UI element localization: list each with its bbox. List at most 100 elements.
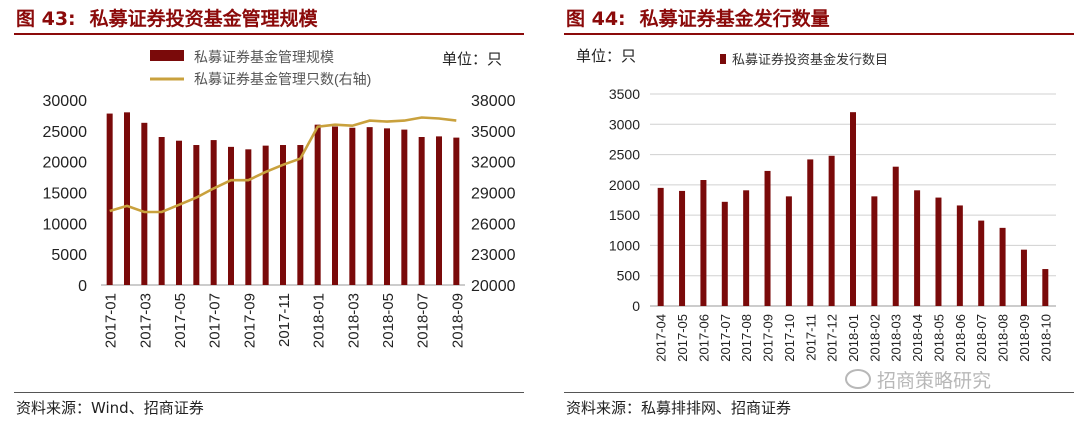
y-tick-label: 10000 [43, 216, 88, 233]
bar [176, 140, 182, 285]
y-tick-label: 15000 [43, 186, 88, 203]
x-tick-label: 2018-03 [345, 293, 362, 348]
unit-label: 单位：只 [442, 51, 502, 68]
x-tick-label: 2018-09 [449, 293, 466, 348]
y-tick-label: 2000 [609, 177, 640, 193]
x-tick-label: 2017-05 [172, 293, 189, 348]
figure-43: 图 43: 私募证券投资基金管理规模 0 5000 10000 15000 20000 25… [0, 0, 530, 427]
x-tick-label: 2018-07 [415, 293, 432, 348]
y-tick-label: 1000 [609, 237, 640, 253]
bar [657, 187, 664, 306]
bar [349, 127, 356, 285]
x-tick-label: 2018-07 [974, 314, 989, 362]
chart-management-scale: 0 5000 10000 15000 20000 25000 30000 20000 23000… [43, 49, 516, 348]
x-tick-label: 2017-05 [675, 314, 690, 362]
legend-label: 私募证券投资基金发行数目 [732, 52, 888, 67]
y-tick-label: 0 [78, 278, 87, 295]
bar [332, 126, 338, 286]
bar [106, 113, 113, 285]
bar [418, 137, 425, 285]
bar [999, 227, 1006, 306]
x-tick-label: 2018-01 [311, 293, 328, 348]
line-series [109, 116, 457, 214]
legend-label: 私募证券基金管理只数(右轴) [194, 71, 371, 87]
chart-issuance-count: 0 500 1000 1500 2000 2500 3000 3500 2017-04 2017-… [576, 48, 1056, 362]
x-tick-label: 2018-04 [910, 314, 925, 362]
y-tick-label: 500 [617, 268, 641, 284]
x-tick-label: 2017-07 [207, 293, 224, 348]
figure-44: 图 44: 私募证券基金发行数量 0 500 1000 1500 2000 2500 3000… [550, 0, 1080, 427]
y2-tick-label: 23000 [471, 247, 516, 264]
x-tick-label: 2018-10 [1038, 314, 1053, 362]
bar [807, 159, 814, 306]
y2-tick-label: 29000 [471, 186, 516, 203]
bar [228, 146, 234, 285]
bar [956, 205, 963, 306]
x-tick-label: 2018-01 [846, 314, 861, 362]
bar [384, 128, 390, 285]
x-tick-label: 2017-01 [103, 293, 120, 348]
x-tick-label: 2018-08 [996, 314, 1011, 362]
figure-title-text: 私募证券基金发行数量 [639, 8, 830, 30]
bar [436, 136, 442, 285]
bar [743, 190, 750, 306]
x-tick-label: 2017-10 [782, 314, 797, 362]
x-tick-label: 2017-09 [241, 293, 258, 348]
x-tick-label: 2017-11 [276, 293, 293, 347]
x-tick-label: 2018-05 [380, 293, 397, 348]
x-tick-label: 2018-05 [931, 314, 946, 362]
x-tick-label: 2018-02 [867, 314, 882, 362]
bar [453, 137, 460, 285]
bar [280, 145, 286, 285]
bar [978, 220, 985, 306]
bar [721, 201, 728, 306]
y2-tick-label: 35000 [471, 124, 516, 141]
bar [1042, 269, 1049, 306]
bar [193, 145, 200, 285]
wechat-icon [845, 369, 871, 389]
source-note: 资料来源：私募排排网、招商证券 [566, 399, 792, 417]
x-tick-label: 2017-08 [739, 314, 754, 362]
x-tick-label: 2017-06 [696, 314, 711, 362]
x-tick-label: 2017-09 [761, 314, 776, 362]
bar [1020, 249, 1027, 306]
title-rule [564, 33, 1074, 35]
y-tick-label: 0 [632, 298, 640, 314]
figure-label: 图 44: [566, 8, 626, 30]
y-tick-label: 2500 [609, 147, 640, 163]
source-rule [14, 392, 524, 393]
figure-title: 图 43: 私募证券投资基金管理规模 [16, 4, 318, 31]
bar [314, 124, 321, 286]
bar [262, 145, 269, 285]
y-tick-label: 30000 [43, 93, 88, 110]
y2-tick-label: 38000 [471, 93, 516, 110]
bar [935, 197, 942, 306]
bar [785, 196, 792, 306]
bar [210, 140, 217, 285]
x-tick-label: 2017-07 [718, 314, 733, 362]
legend-swatch-bar [720, 54, 726, 64]
x-tick-label: 2018-09 [1017, 314, 1032, 362]
x-tick-label: 2017-03 [137, 293, 154, 348]
bar [124, 112, 130, 285]
y-tick-label: 1500 [609, 207, 640, 223]
figure-title: 图 44: 私募证券基金发行数量 [566, 4, 830, 31]
source-note: 资料来源：Wind、招商证券 [16, 399, 204, 417]
bar [401, 129, 408, 285]
y2-tick-label: 32000 [471, 155, 516, 172]
legend-label: 私募证券基金管理规模 [194, 49, 334, 65]
y-tick-label: 25000 [43, 124, 88, 141]
bar [700, 180, 707, 306]
bar [828, 155, 835, 306]
figure-title-text: 私募证券投资基金管理规模 [89, 8, 318, 30]
source-rule [564, 392, 1074, 393]
bar [141, 122, 148, 285]
y-tick-label: 3500 [609, 86, 640, 102]
y2-tick-label: 26000 [471, 216, 516, 233]
x-tick-label: 2018-03 [889, 314, 904, 362]
y-tick-label: 20000 [43, 155, 88, 172]
watermark-text: 招商策略研究 [877, 370, 992, 392]
x-tick-label: 2017-11 [803, 314, 818, 361]
bar [871, 196, 878, 306]
bar [764, 170, 771, 306]
